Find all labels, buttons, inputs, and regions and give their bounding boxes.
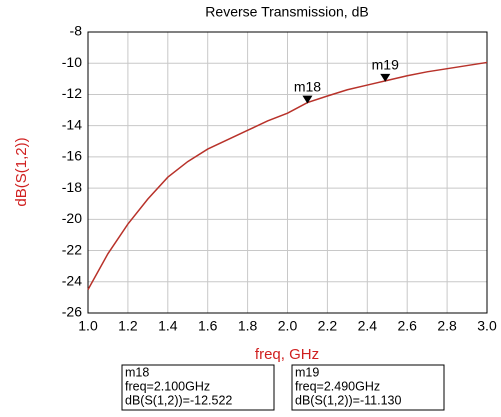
x-tick-label: 2.4: [358, 318, 378, 334]
series-line: [87, 61, 488, 290]
y-tick-label: -8: [70, 23, 83, 39]
marker-label: m18: [294, 78, 321, 94]
y-tick-label: -26: [62, 304, 82, 320]
x-tick-label: 2.2: [318, 318, 338, 334]
plot-frame: [87, 31, 488, 314]
marker-box-value: dB(S(1,2))=-12.522: [125, 393, 232, 407]
y-tick-label: -14: [62, 116, 82, 132]
y-axis-label: dB(S(1,2)): [13, 137, 30, 206]
y-tick-label: -10: [62, 54, 82, 70]
marker: [380, 73, 391, 82]
x-tick-label: 2.0: [278, 318, 298, 334]
y-tick-label: -12: [62, 85, 82, 101]
y-tick-label: -16: [62, 148, 82, 164]
marker-box-frame: [121, 364, 275, 411]
marker-box-freq: freq=2.100GHz: [125, 379, 210, 393]
x-axis-label: freq, GHz: [255, 346, 319, 363]
marker: [302, 95, 313, 104]
marker-box-value: dB(S(1,2))=-11.130: [295, 393, 401, 407]
x-tick-label: 1.0: [78, 318, 98, 334]
x-tick-label: 1.2: [118, 318, 138, 334]
y-tick-label: -22: [62, 241, 82, 257]
x-tick-label: 3.0: [477, 318, 497, 334]
x-tick-label: 1.4: [158, 318, 178, 334]
y-tick-label: -24: [62, 272, 82, 288]
y-tick-label: -18: [62, 179, 82, 195]
marker-box-name: m18: [125, 365, 149, 379]
marker-box-frame: [291, 364, 445, 411]
x-tick-label: 2.8: [437, 318, 457, 334]
marker-box-freq: freq=2.490GHz: [295, 379, 380, 393]
marker-box-name: m19: [295, 365, 319, 379]
x-tick-label: 1.6: [198, 318, 218, 334]
x-tick-label: 1.8: [238, 318, 258, 334]
marker-label: m19: [372, 57, 399, 73]
chart-title: Reverse Transmission, dB: [205, 4, 368, 20]
x-tick-label: 2.6: [397, 318, 417, 334]
y-tick-label: -20: [62, 210, 82, 226]
